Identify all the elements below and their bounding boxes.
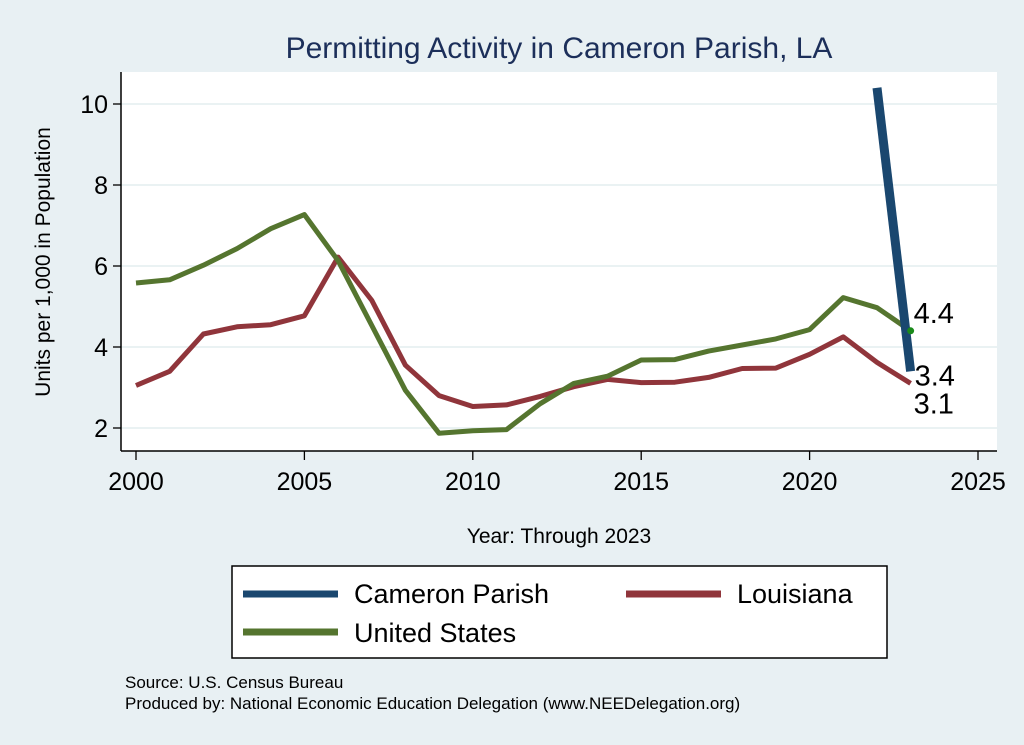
x-tick-label: 2025 (950, 468, 1006, 496)
y-tick-label: 6 (94, 253, 108, 281)
series-united-states (135, 212, 913, 436)
y-ticks: 2 4 6 8 10 (80, 91, 121, 443)
x-tick-label: 2015 (613, 468, 669, 496)
series-cameron-parish (872, 87, 916, 372)
legend-box (231, 565, 888, 659)
y-tick-label: 8 (94, 172, 108, 200)
x-ticks: 2000 2005 2010 2015 2020 2025 (108, 451, 1006, 496)
source-note: Source: U.S. Census Bureau (125, 673, 343, 692)
us-end-marker (907, 327, 915, 335)
x-tick-label: 2005 (277, 468, 333, 496)
axes (120, 72, 997, 452)
y-tick-label: 2 (94, 415, 108, 443)
end-label-united-states: 4.4 (914, 298, 954, 330)
y-tick-label: 10 (80, 91, 108, 119)
x-axis-label: Year: Through 2023 (467, 525, 652, 548)
y-tick-label: 4 (94, 334, 108, 362)
legend-label-us: United States (354, 618, 516, 648)
end-label-cameron-parish: 3.4 (915, 360, 955, 392)
end-labels: 3.43.1 4.4 (914, 298, 955, 421)
legend-label-cameron: Cameron Parish (354, 579, 549, 609)
legend-label-louisiana: Louisiana (737, 579, 854, 609)
produced-by-note: Produced by: National Economic Education… (125, 694, 740, 713)
legend: Cameron Parish Louisiana United States (231, 565, 888, 659)
series-group (135, 87, 916, 436)
x-tick-label: 2000 (108, 468, 164, 496)
x-tick-label: 2020 (782, 468, 838, 496)
gridlines (121, 103, 997, 429)
plot-area (121, 72, 997, 451)
x-tick-label: 2010 (445, 468, 501, 496)
series-louisiana (135, 254, 912, 409)
end-label-louisiana: 3.1 (914, 388, 954, 420)
y-axis-label: Units per 1,000 in Population (32, 127, 55, 397)
chart-title: Permitting Activity in Cameron Parish, L… (286, 32, 833, 65)
